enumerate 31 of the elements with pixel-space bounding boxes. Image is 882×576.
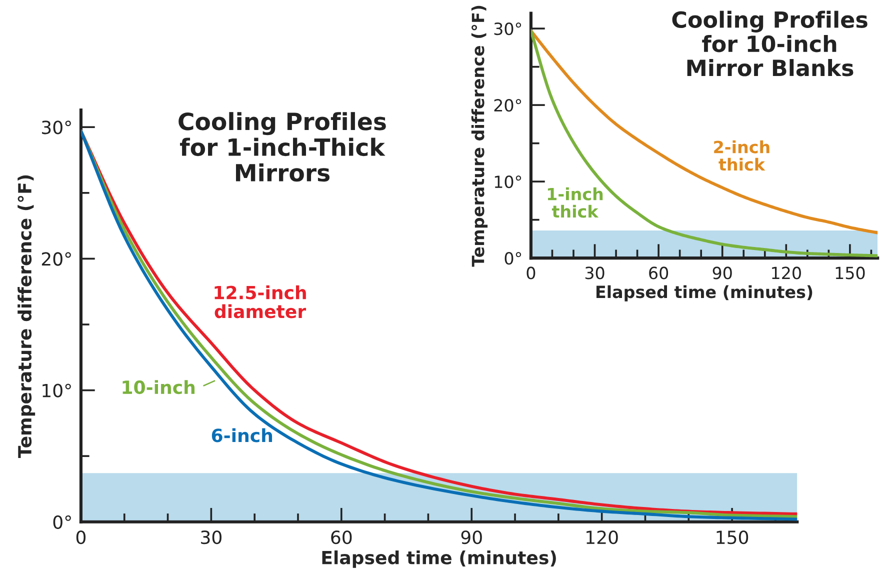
y-axis-title: Temperature difference (°F)	[18, 175, 36, 458]
legend-label: 10-inch	[122, 380, 195, 394]
x-tick-label: 150	[836, 266, 865, 280]
series-label: 1-inch thick	[548, 187, 603, 218]
x-tick-label: 60	[331, 530, 352, 544]
y-tick-label: 0°	[53, 515, 71, 529]
x-tick-label: 150	[716, 530, 748, 544]
series-label: 6-inch	[212, 428, 272, 442]
text: Cooling Profiles for 10-inch Mirror Blanks	[672, 10, 868, 76]
x-tick-label: 30	[585, 266, 604, 280]
x-tick-label: 60	[649, 266, 668, 280]
y-axis-title: Temperature difference (°F)	[471, 6, 488, 267]
x-tick-label: 90	[461, 530, 482, 544]
x-axis-title: Elapsed time (minutes)	[596, 285, 812, 302]
y-tick-label: 10°	[494, 176, 522, 188]
y-tick-label: 20°	[42, 252, 71, 266]
x-tick-label: 120	[772, 266, 801, 280]
series-label: 2-inch thick	[714, 140, 770, 171]
y-tick-label: 30°	[42, 120, 71, 134]
series-label: 12.5-inch diameter	[214, 285, 306, 318]
x-tick-label: 120	[586, 530, 618, 544]
text: Cooling Profiles for 1-inch-Thick Mirrors	[178, 112, 386, 182]
x-axis-title: Elapsed time (minutes)	[322, 550, 556, 568]
y-tick-label: 30°	[494, 22, 522, 36]
x-tick-label: 0	[526, 266, 536, 280]
x-tick-label: 30	[201, 530, 222, 544]
x-tick-label: 0	[76, 530, 86, 544]
y-tick-label: 10°	[42, 384, 71, 398]
y-tick-label: 0°	[504, 252, 522, 265]
y-tick-label: 20°	[494, 99, 522, 112]
x-tick-label: 90	[712, 266, 732, 280]
